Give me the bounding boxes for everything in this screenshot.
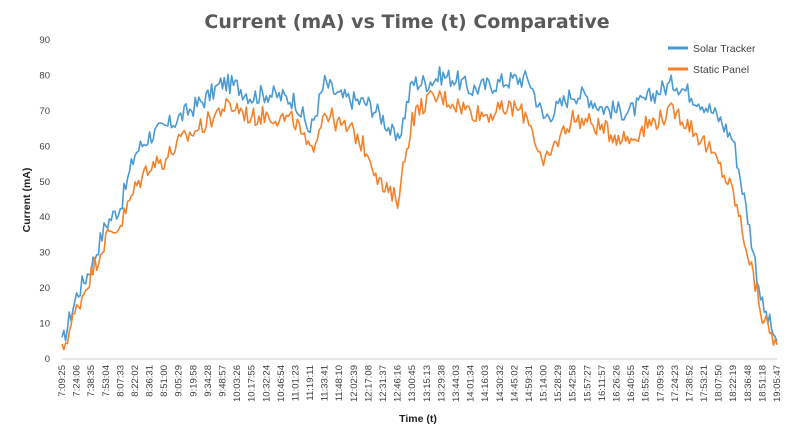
y-tick-label: 10	[39, 319, 50, 330]
x-tick-label: 14:45:02	[509, 365, 520, 402]
x-tick-label: 7:53:04	[101, 365, 112, 397]
x-tick-label: 10:03:26	[232, 365, 243, 402]
x-tick-label: 15:28:29	[553, 365, 564, 402]
legend: Solar Tracker Static Panel	[668, 43, 756, 76]
series-line-static-panel	[61, 89, 778, 351]
x-tick-label: 17:53:21	[699, 365, 710, 402]
x-tick-label: 9:34:28	[203, 365, 214, 397]
x-tick-label: 11:19:11	[305, 365, 316, 401]
x-tick-label: 13:00:45	[407, 365, 418, 402]
x-tick-label: 12:02:39	[349, 365, 360, 402]
y-tick-label: 80	[39, 70, 50, 81]
legend-label: Static Panel	[693, 64, 749, 76]
x-tick-label: 15:57:27	[582, 365, 593, 402]
x-tick-label: 14:30:32	[495, 365, 506, 402]
x-tick-label: 8:22:02	[130, 365, 141, 397]
x-tick-label: 17:38:52	[684, 365, 695, 402]
y-axis-ticks: 0 10 20 30 40 50 60 70 80 90	[39, 35, 50, 365]
x-tick-label: 8:07:33	[115, 365, 126, 397]
y-tick-label: 60	[39, 141, 50, 152]
x-tick-label: 12:17:08	[363, 365, 374, 402]
y-tick-label: 90	[39, 35, 50, 46]
x-tick-label: 9:48:57	[218, 365, 229, 397]
x-tick-label: 7:09:25	[57, 365, 68, 397]
y-axis-label: Current (mA)	[21, 168, 33, 233]
x-tick-label: 18:07:50	[714, 365, 725, 402]
legend-label: Solar Tracker	[693, 43, 756, 55]
chart-title: Current (mA) vs Time (t) Comparative	[204, 11, 609, 33]
x-tick-label: 14:59:31	[524, 365, 535, 402]
y-tick-label: 0	[45, 354, 50, 365]
x-tick-label: 16:26:26	[611, 365, 622, 402]
x-tick-label: 18:22:19	[728, 365, 739, 402]
x-tick-label: 19:05:47	[772, 365, 783, 402]
x-tick-label: 11:48:10	[334, 365, 345, 401]
x-tick-label: 12:46:16	[393, 365, 404, 402]
x-tick-label: 13:29:38	[436, 365, 447, 402]
x-tick-label: 12:31:37	[378, 365, 389, 402]
plot-area	[61, 66, 778, 351]
x-tick-label: 8:51:00	[159, 365, 170, 397]
y-tick-label: 30	[39, 248, 50, 259]
x-tick-label: 15:14:00	[539, 365, 550, 402]
x-tick-label: 18:51:18	[757, 365, 768, 402]
x-tick-label: 9:19:58	[188, 365, 199, 397]
x-tick-label: 18:36:48	[743, 365, 754, 402]
x-axis-ticks: 7:09:25 7:24:06 7:38:35 7:53:04 8:07:33 8:22:…	[57, 365, 783, 402]
series-line-solar-tracker	[61, 66, 778, 342]
x-tick-label: 14:16:03	[480, 365, 491, 402]
x-tick-label: 17:09:53	[655, 365, 666, 402]
x-tick-label: 11:33:41	[320, 365, 331, 401]
x-tick-label: 17:24:23	[670, 365, 681, 402]
x-tick-label: 13:44:03	[451, 365, 462, 402]
x-tick-label: 16:11:57	[597, 365, 608, 401]
y-tick-label: 20	[39, 283, 50, 294]
x-tick-label: 7:24:06	[72, 365, 83, 397]
x-tick-label: 14:01:34	[466, 365, 477, 402]
x-tick-label: 7:38:35	[86, 365, 97, 397]
y-tick-label: 40	[39, 212, 50, 223]
x-tick-label: 13:15:13	[422, 365, 433, 402]
x-tick-label: 9:05:29	[174, 365, 185, 397]
x-tick-label: 10:46:54	[276, 365, 287, 402]
x-tick-label: 10:17:55	[247, 365, 258, 402]
y-tick-label: 70	[39, 106, 50, 117]
x-tick-label: 15:42:58	[568, 365, 579, 402]
x-tick-label: 8:36:31	[145, 365, 156, 397]
x-tick-label: 16:55:24	[641, 365, 652, 402]
x-tick-label: 11:01:23	[290, 365, 301, 401]
y-tick-label: 50	[39, 177, 50, 188]
x-axis-label: Time (t)	[399, 413, 437, 425]
x-tick-label: 10:32:24	[261, 365, 272, 402]
x-tick-label: 16:40:55	[626, 365, 637, 402]
